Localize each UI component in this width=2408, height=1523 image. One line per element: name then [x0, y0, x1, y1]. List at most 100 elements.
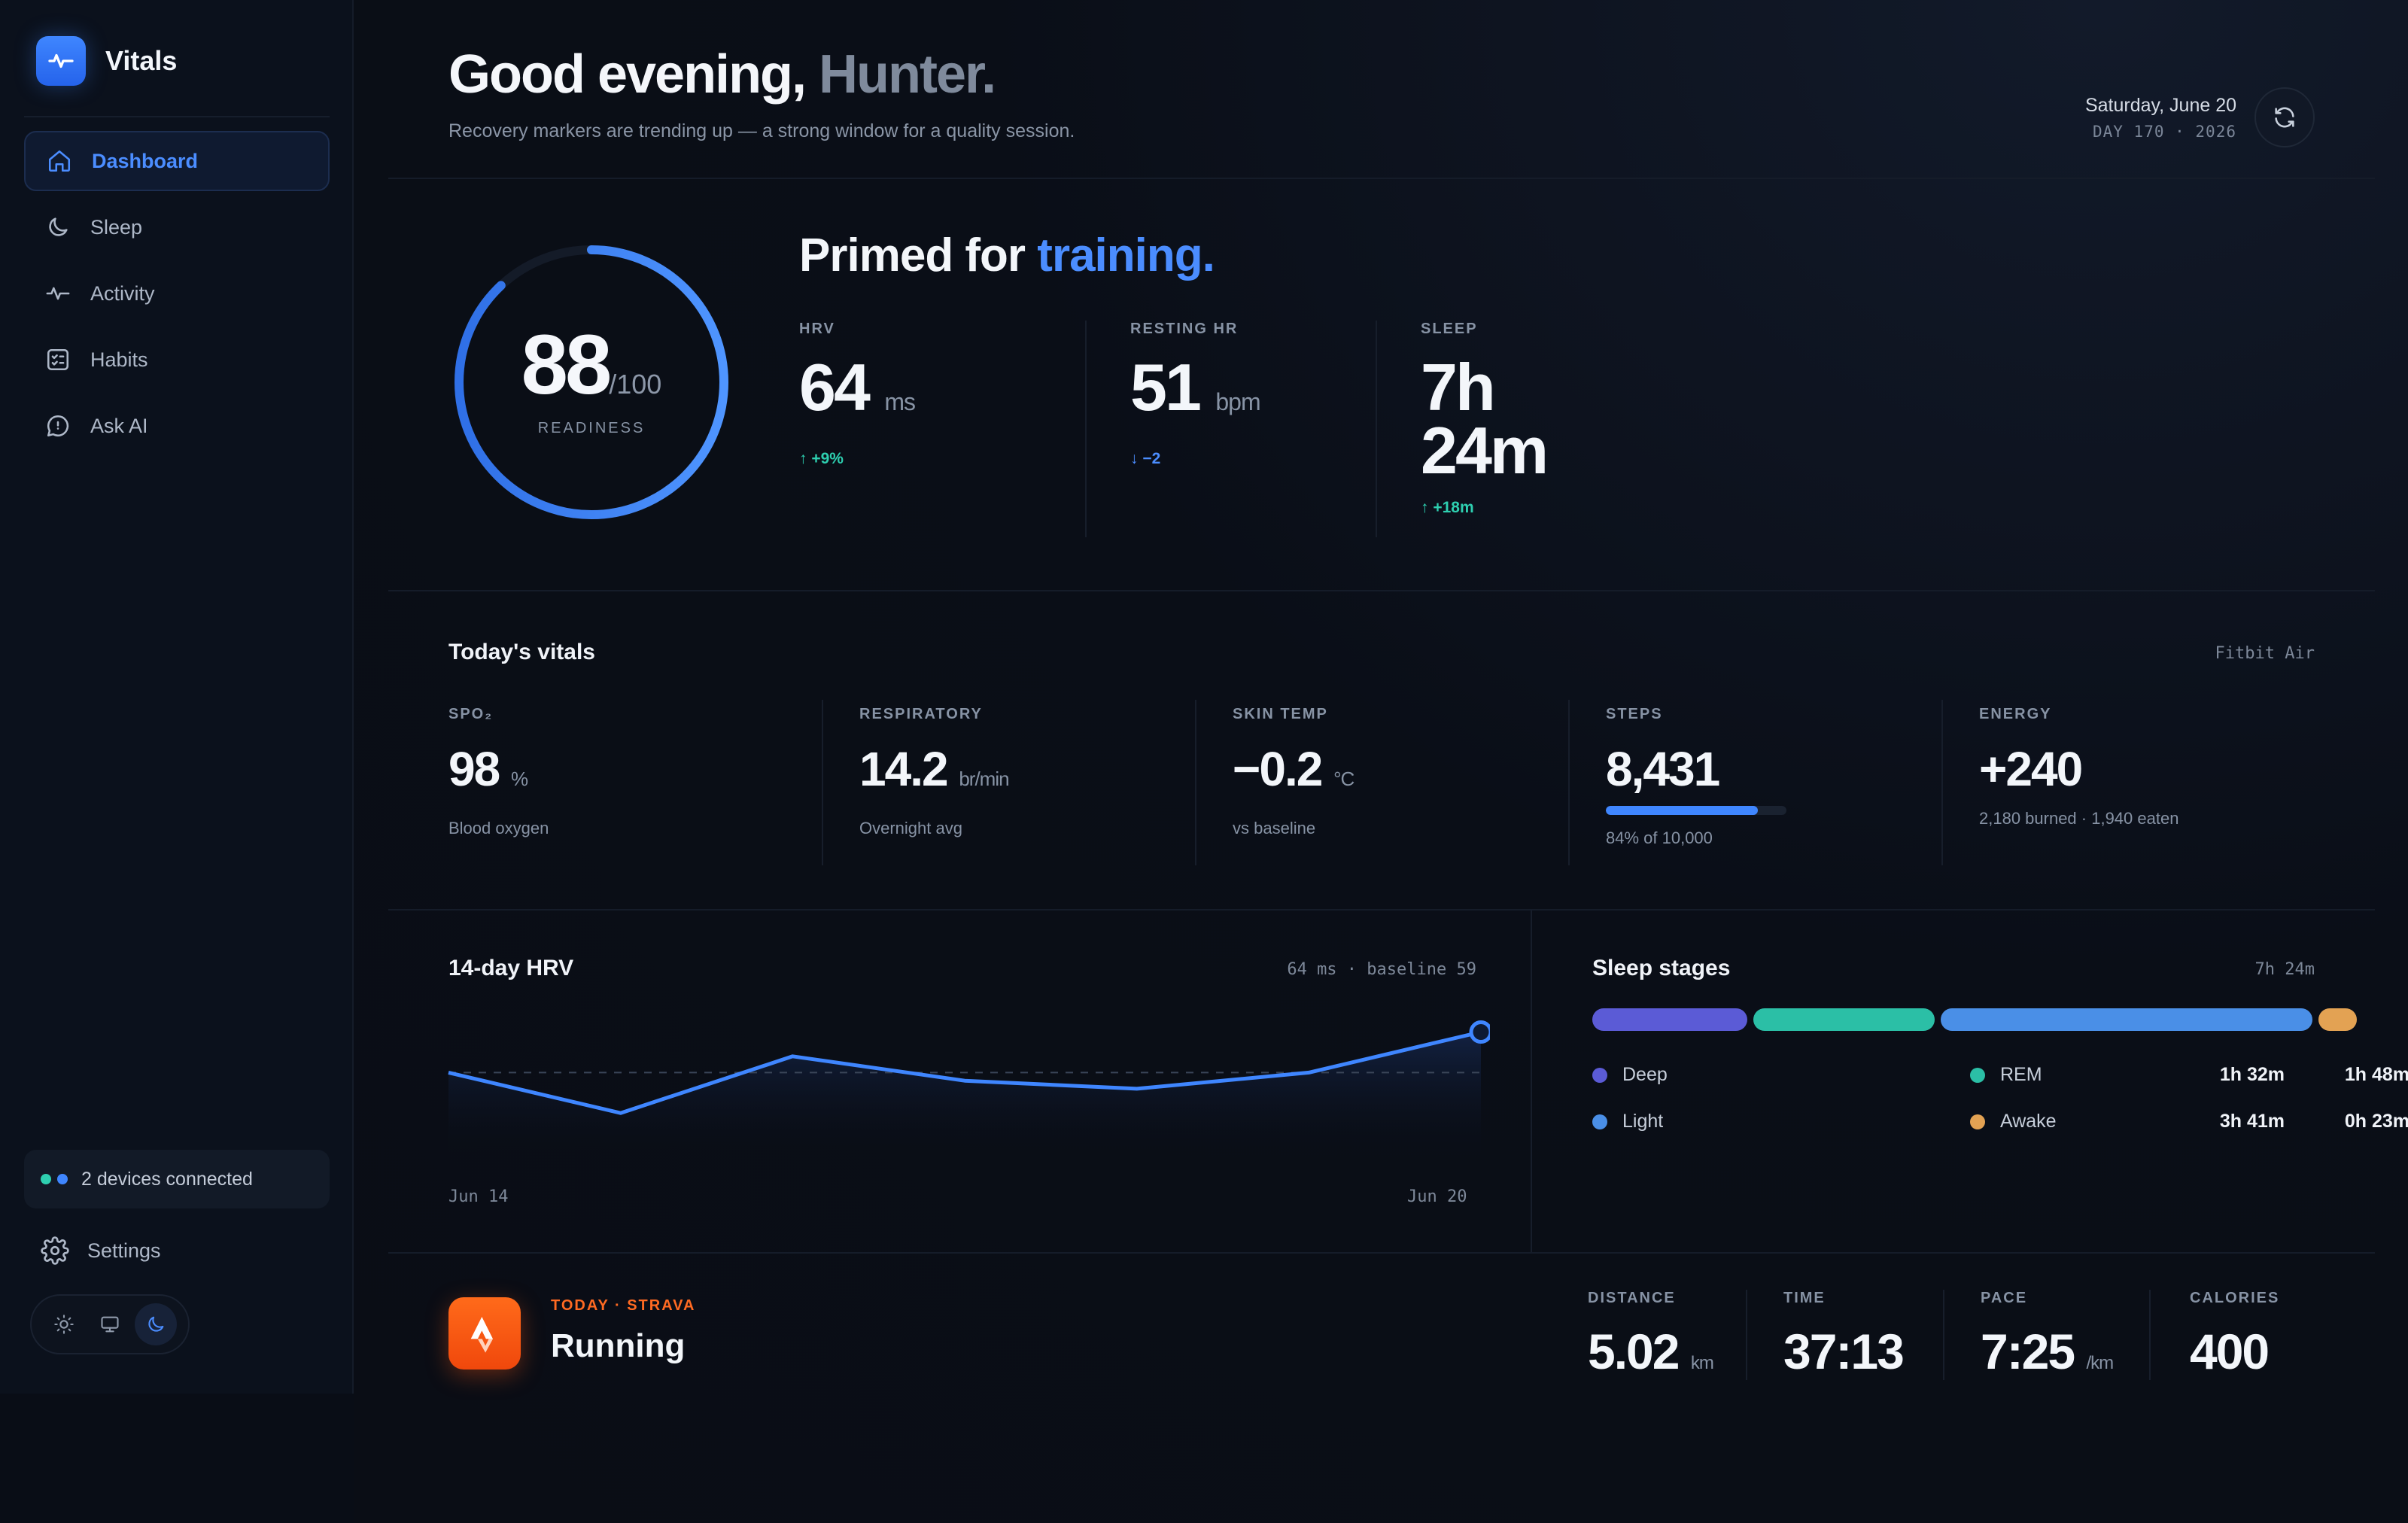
- sun-icon: [53, 1315, 74, 1334]
- activity-stat-label: DISTANCE: [1588, 1290, 1676, 1306]
- readiness-score: 88/100: [448, 316, 734, 413]
- stat-divider: [1085, 321, 1087, 537]
- vital-value: +240: [1979, 742, 2083, 796]
- stat-label: SLEEP: [1421, 321, 1478, 337]
- sidebar-item-activity[interactable]: Activity: [24, 263, 330, 324]
- sidebar-item-label: Ask AI: [90, 414, 148, 437]
- sleep-segment-deep[interactable]: [1592, 1008, 1747, 1031]
- section-divider: [388, 178, 2375, 179]
- brand[interactable]: Vitals: [36, 36, 177, 86]
- x-axis-end-label: Jun 20: [1407, 1187, 1467, 1206]
- section-divider: [388, 1252, 2375, 1254]
- legend-swatch: [1970, 1067, 1985, 1083]
- theme-light-button[interactable]: [43, 1303, 85, 1345]
- brand-name: Vitals: [105, 45, 178, 76]
- sidebar-divider: [24, 116, 330, 117]
- vital-value: 14.2 br/min: [859, 742, 1010, 796]
- vital-label: SPO₂: [448, 706, 494, 722]
- activity-time: TIME 37:13: [1783, 1290, 1905, 1376]
- hrv-point[interactable]: [1469, 1020, 1490, 1044]
- stat-value: 51 bpm: [1130, 350, 1261, 424]
- hrv-chart-title: 14-day HRV: [448, 956, 574, 980]
- sleep-segment-awake[interactable]: [2318, 1008, 2357, 1031]
- vital-divider: [1195, 700, 1196, 865]
- readiness-headline: Primed for training.: [799, 229, 1215, 282]
- activity-divider: [2149, 1290, 2151, 1380]
- vital-sub: 2,180 burned · 1,940 eaten: [1979, 809, 2179, 828]
- sidebar-item-ask-ai[interactable]: Ask AI: [24, 396, 330, 456]
- activity-source: TODAY · STRAVA: [551, 1297, 696, 1314]
- settings-label: Settings: [87, 1239, 161, 1262]
- refresh-button[interactable]: [2254, 87, 2315, 147]
- vital-divider: [1941, 700, 1943, 865]
- hrv-area: [448, 1032, 1481, 1159]
- user-name: Hunter.: [819, 44, 996, 105]
- vital-sub: vs baseline: [1233, 819, 1316, 837]
- chat-icon: [47, 415, 69, 437]
- date-text: Saturday, June 20: [2084, 95, 2236, 116]
- spo2-vital: SPO₂ 98 % Blood oxygen: [448, 706, 549, 838]
- activity-divider: [1746, 1290, 1747, 1380]
- home-icon: [48, 150, 71, 172]
- legend-rem-value: 1h 48m: [2344, 1064, 2408, 1085]
- vital-sub: 84% of 10,000: [1606, 828, 1713, 847]
- activity-stat-label: CALORIES: [2190, 1290, 2280, 1306]
- pulse-icon: [46, 287, 70, 300]
- settings-button[interactable]: Settings: [24, 1221, 330, 1281]
- stat-label: RESTING HR: [1130, 321, 1239, 337]
- sidebar: Vitals Dashboard Sleep Activity Habits A…: [0, 0, 354, 1394]
- legend-light-value: 3h 41m: [2219, 1111, 2285, 1132]
- sidebar-item-sleep[interactable]: Sleep: [24, 197, 330, 257]
- readiness-max: /100: [609, 369, 662, 400]
- x-axis-start-label: Jun 14: [448, 1187, 509, 1206]
- headline-accent: training.: [1037, 230, 1215, 281]
- sidebar-nav: Dashboard Sleep Activity Habits Ask AI: [24, 131, 330, 462]
- pulse-logo-icon: [36, 36, 86, 86]
- sidebar-item-dashboard[interactable]: Dashboard: [24, 131, 330, 191]
- sleep-segment-rem[interactable]: [1753, 1008, 1935, 1031]
- theme-dark-button[interactable]: [135, 1303, 178, 1345]
- energy-vital: ENERGY +240 2,180 burned · 1,940 eaten: [1979, 706, 2178, 828]
- hrv-stat: HRV 64 ms ↑ +9%: [799, 321, 916, 468]
- legend-swatch: [1592, 1114, 1607, 1129]
- stat-delta: ↓ −2: [1130, 450, 1161, 467]
- activity-divider: [1943, 1290, 1944, 1380]
- device-dot-icon: [41, 1174, 51, 1184]
- steps-progress-bar: [1606, 806, 1786, 815]
- sleep-stat: SLEEP 7h 24m ↑ +18m: [1421, 321, 1549, 517]
- sidebar-item-label: Activity: [90, 281, 155, 305]
- legend-deep: Deep: [1592, 1064, 1668, 1086]
- readiness-ring: [455, 245, 728, 519]
- headline-text: Primed for: [799, 230, 1026, 281]
- activity-title: Running: [551, 1327, 686, 1364]
- device-dot-icon: [57, 1174, 68, 1184]
- activity-stat-value: 5.02 km: [1588, 1324, 1714, 1379]
- hrv-series-line: [448, 1030, 1482, 1115]
- activity-pace: PACE 7:25 /km: [1981, 1290, 2114, 1388]
- sidebar-item-label: Sleep: [90, 215, 143, 239]
- section-divider: [388, 590, 2375, 591]
- vital-label: SKIN TEMP: [1233, 706, 1328, 722]
- respiratory-vital: RESPIRATORY 14.2 br/min Overnight avg: [859, 706, 1010, 838]
- sidebar-item-habits[interactable]: Habits: [24, 330, 330, 390]
- hrv-line-chart: [448, 1020, 1490, 1159]
- strava-logo-icon: [448, 1297, 521, 1369]
- stat-value: 7h 24m: [1421, 350, 1549, 488]
- sidebar-item-label: Habits: [90, 348, 148, 371]
- sleep-stages-bar: [1592, 1008, 2357, 1031]
- steps-vital: STEPS 8,431 84% of 10,000: [1606, 706, 1786, 848]
- stat-delta: ↑ +18m: [1421, 499, 1474, 516]
- vital-sub: Blood oxygen: [448, 819, 549, 837]
- vitals-source: Fitbit Air: [2215, 644, 2315, 663]
- greeting-text: Good evening,: [448, 44, 807, 105]
- theme-system-button[interactable]: [89, 1303, 131, 1345]
- sleep-total: 7h 24m: [2254, 960, 2315, 979]
- sleep-segment-light[interactable]: [1940, 1008, 2312, 1031]
- day-counter: DAY 170 · 2026: [2092, 123, 2236, 141]
- panel-divider: [1531, 910, 1532, 1252]
- vital-divider: [1568, 700, 1570, 865]
- legend-swatch: [1592, 1067, 1607, 1083]
- devices-status[interactable]: 2 devices connected: [24, 1150, 330, 1208]
- vital-value: 8,431: [1606, 742, 1720, 796]
- sidebar-item-label: Dashboard: [92, 149, 199, 172]
